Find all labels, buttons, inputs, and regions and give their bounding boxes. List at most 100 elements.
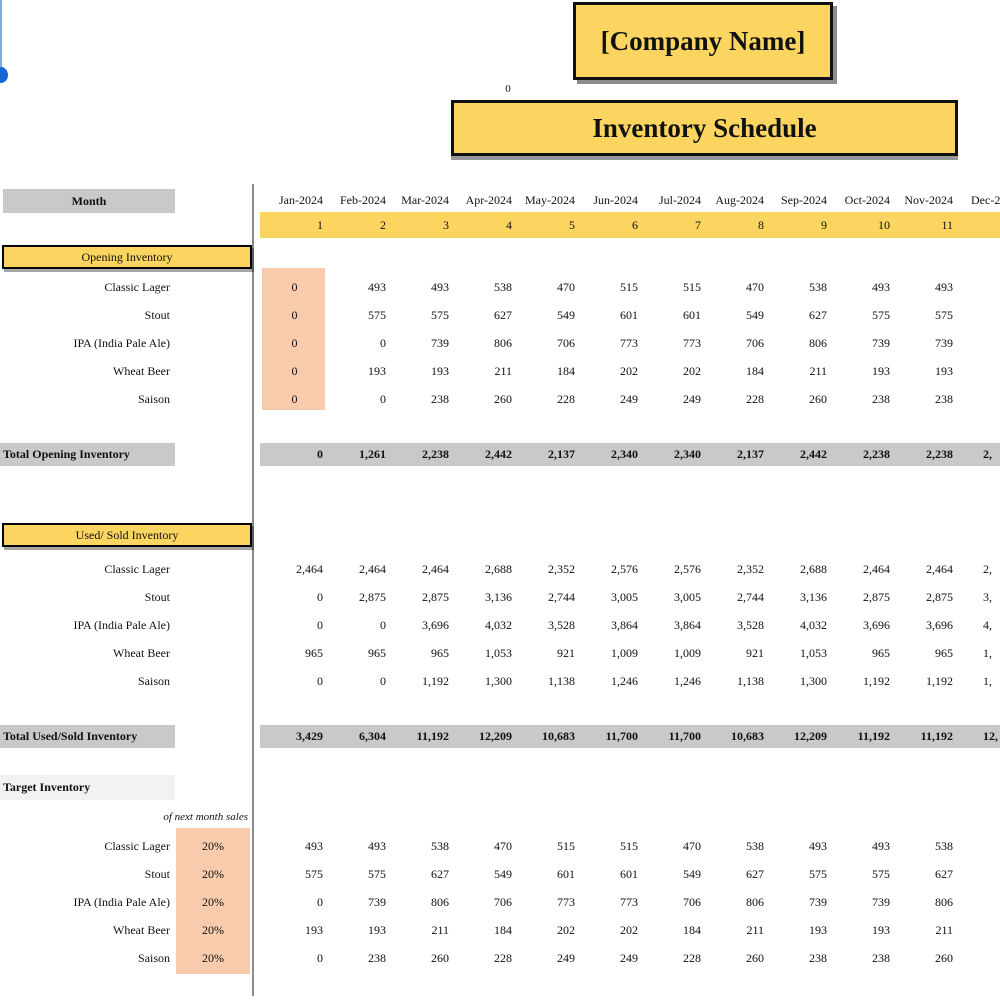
cell[interactable]: 228	[683, 951, 701, 965]
cell[interactable]: 2,464	[359, 562, 386, 576]
cell[interactable]: 0	[380, 674, 386, 688]
cell[interactable]: 538	[935, 839, 953, 853]
cell[interactable]: 3,	[983, 590, 992, 604]
cell[interactable]: 260	[431, 951, 449, 965]
cell[interactable]: 4,032	[800, 618, 827, 632]
cell[interactable]: 2,576	[611, 562, 638, 576]
row-label[interactable]: Wheat Beer	[113, 923, 170, 937]
cell[interactable]: 470	[746, 280, 764, 294]
cell[interactable]: 2,442	[800, 447, 827, 461]
cell[interactable]: 9	[821, 218, 827, 232]
cell[interactable]: 515	[557, 839, 575, 853]
cell[interactable]: 739	[431, 336, 449, 350]
cell[interactable]: 249	[620, 951, 638, 965]
cell[interactable]: 806	[494, 336, 512, 350]
cell[interactable]: 12,209	[794, 729, 827, 743]
cell[interactable]: 575	[872, 867, 890, 881]
cell[interactable]: 2	[380, 218, 386, 232]
cell[interactable]: 575	[872, 308, 890, 322]
cell[interactable]: 260	[809, 392, 827, 406]
company-name-cell[interactable]: [Company Name]	[573, 2, 833, 80]
cell[interactable]: 1,246	[674, 674, 701, 688]
cell[interactable]: 228	[746, 392, 764, 406]
cell[interactable]: 0	[291, 308, 298, 322]
cell[interactable]: 806	[809, 336, 827, 350]
cell[interactable]: 2,340	[674, 447, 701, 461]
cell[interactable]: 627	[809, 308, 827, 322]
cell[interactable]: 515	[683, 280, 701, 294]
cell[interactable]: 1,261	[359, 447, 386, 461]
cell[interactable]: 3,696	[422, 618, 449, 632]
cell[interactable]: 2,238	[863, 447, 890, 461]
cell[interactable]: 493	[809, 839, 827, 853]
row-label[interactable]: Saison	[137, 951, 170, 965]
cell[interactable]: 228	[557, 392, 575, 406]
cell[interactable]: 3	[443, 218, 449, 232]
cell[interactable]: 2,688	[800, 562, 827, 576]
cell[interactable]: 6,304	[359, 729, 386, 743]
cell[interactable]: 3,864	[674, 618, 701, 632]
cell[interactable]: 3,136	[800, 590, 827, 604]
cell[interactable]: 3,005	[674, 590, 701, 604]
cell[interactable]: 2,464	[926, 562, 953, 576]
cell[interactable]: 601	[620, 308, 638, 322]
cell[interactable]: 0	[317, 674, 323, 688]
cell[interactable]: 965	[431, 646, 449, 660]
cell[interactable]: 3,528	[548, 618, 575, 632]
cell[interactable]: 575	[935, 308, 953, 322]
cell[interactable]: 238	[368, 951, 386, 965]
cell[interactable]: Jul-2024	[659, 193, 701, 207]
percent-cell[interactable]: 20%	[202, 867, 224, 881]
cell[interactable]: 515	[620, 280, 638, 294]
cell[interactable]: 8	[758, 218, 764, 232]
cell[interactable]: 0	[380, 618, 386, 632]
cell[interactable]: 3,005	[611, 590, 638, 604]
cell[interactable]: 260	[935, 951, 953, 965]
cell[interactable]: 2,576	[674, 562, 701, 576]
cell[interactable]: 0	[380, 336, 386, 350]
cell[interactable]: 575	[368, 867, 386, 881]
cell[interactable]: 493	[368, 839, 386, 853]
row-label[interactable]: Stout	[144, 308, 170, 322]
total-used-sold-inventory-label[interactable]: Total Used/Sold Inventory	[0, 725, 175, 748]
cell[interactable]: 470	[557, 280, 575, 294]
cell[interactable]: Jun-2024	[593, 193, 638, 207]
cell[interactable]: 7	[695, 218, 701, 232]
cell[interactable]: 538	[431, 839, 449, 853]
cell[interactable]: 3,696	[926, 618, 953, 632]
cell[interactable]: 184	[494, 923, 512, 937]
cell[interactable]	[957, 894, 1000, 910]
cell[interactable]: 965	[368, 646, 386, 660]
cell[interactable]: 260	[494, 392, 512, 406]
cell[interactable]: 2,875	[863, 590, 890, 604]
cell[interactable]: 2,464	[422, 562, 449, 576]
percent-cell[interactable]: 20%	[202, 951, 224, 965]
cell[interactable]: 0	[317, 895, 323, 909]
cell[interactable]: 1	[317, 218, 323, 232]
cell[interactable]: 965	[305, 646, 323, 660]
cell[interactable]: 921	[557, 646, 575, 660]
cell[interactable]: 739	[872, 336, 890, 350]
cell[interactable]: 184	[557, 364, 575, 378]
cell[interactable]: 238	[872, 951, 890, 965]
cell[interactable]: 211	[935, 923, 953, 937]
total-opening-inventory-label[interactable]: Total Opening Inventory	[0, 443, 175, 466]
cell[interactable]: Nov-2024	[904, 193, 953, 207]
cell[interactable]: 202	[683, 364, 701, 378]
cell[interactable]: 238	[935, 392, 953, 406]
cell[interactable]: 2,	[983, 562, 992, 576]
cell[interactable]: 1,009	[674, 646, 701, 660]
cell[interactable]: 238	[809, 951, 827, 965]
cell[interactable]: 627	[746, 867, 764, 881]
cell[interactable]: 921	[746, 646, 764, 660]
cell[interactable]: 2,442	[485, 447, 512, 461]
percent-cell[interactable]: 20%	[202, 839, 224, 853]
cell[interactable]: 549	[494, 867, 512, 881]
cell[interactable]: 10	[878, 218, 890, 232]
cell[interactable]: 2,	[983, 447, 992, 461]
cell[interactable]: 260	[746, 951, 764, 965]
cell[interactable]: 493	[431, 280, 449, 294]
cell[interactable]: 601	[557, 867, 575, 881]
cell[interactable]: 238	[872, 392, 890, 406]
cell[interactable]: 4	[506, 218, 512, 232]
